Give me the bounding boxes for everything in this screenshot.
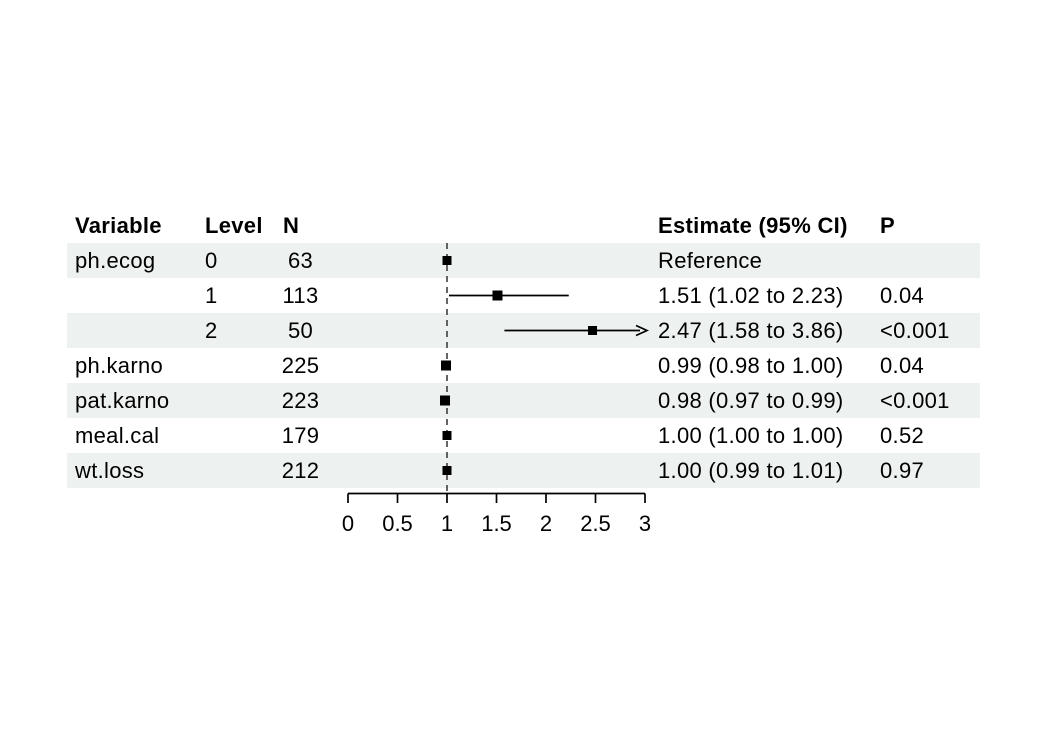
x-axis-tick-label: 0.5 bbox=[382, 511, 413, 536]
cell-p: 0.52 bbox=[880, 423, 925, 448]
cell-p: 0.04 bbox=[880, 353, 925, 378]
col-header-n: N bbox=[283, 213, 300, 238]
cell-variable: meal.cal bbox=[75, 423, 160, 448]
cell-variable: pat.karno bbox=[75, 388, 170, 413]
x-axis-tick-label: 1 bbox=[441, 511, 453, 536]
cell-n: 225 bbox=[281, 353, 320, 378]
cell-p: <0.001 bbox=[880, 318, 950, 343]
forest-table: Variable Level N Estimate (95% CI) P ph.… bbox=[67, 208, 980, 488]
cell-estimate: 0.99 (0.98 to 1.00) bbox=[658, 353, 844, 378]
cell-p: 0.97 bbox=[880, 458, 925, 483]
cell-level: 0 bbox=[205, 248, 218, 273]
cell-estimate: 2.47 (1.58 to 3.86) bbox=[658, 318, 844, 343]
table-header-row: Variable Level N Estimate (95% CI) P bbox=[67, 208, 980, 243]
cell-p: <0.001 bbox=[880, 388, 950, 413]
cell-n: 223 bbox=[281, 388, 320, 413]
cell-estimate: 1.00 (1.00 to 1.00) bbox=[658, 423, 844, 448]
cell-variable: wt.loss bbox=[75, 458, 145, 483]
cell-variable: ph.karno bbox=[75, 353, 164, 378]
cell-level: 1 bbox=[205, 283, 218, 308]
cell-estimate: 1.00 (0.99 to 1.01) bbox=[658, 458, 844, 483]
col-header-estimate: Estimate (95% CI) bbox=[658, 213, 848, 238]
col-header-p: P bbox=[880, 213, 895, 238]
cell-n: 212 bbox=[281, 458, 320, 483]
table-row: pat.karno 223 0.98 (0.97 to 0.99) <0.001 bbox=[67, 383, 980, 418]
cell-n: 63 bbox=[287, 248, 314, 273]
cell-variable: ph.ecog bbox=[75, 248, 156, 273]
x-axis-tick-label: 1.5 bbox=[481, 511, 512, 536]
cell-level: 2 bbox=[205, 318, 218, 343]
x-axis-tick-label: 0 bbox=[342, 511, 354, 536]
table-row: ph.karno 225 0.99 (0.98 to 1.00) 0.04 bbox=[67, 348, 980, 383]
x-axis-tick-label: 2 bbox=[540, 511, 552, 536]
cell-n: 179 bbox=[281, 423, 320, 448]
table-row: wt.loss 212 1.00 (0.99 to 1.01) 0.97 bbox=[67, 453, 980, 488]
cell-estimate: 0.98 (0.97 to 0.99) bbox=[658, 388, 844, 413]
table-row: 1 113 1.51 (1.02 to 2.23) 0.04 bbox=[67, 278, 980, 313]
cell-estimate: Reference bbox=[658, 248, 763, 273]
x-axis-tick-label: 3 bbox=[639, 511, 651, 536]
table-row: ph.ecog 0 63 Reference bbox=[67, 243, 980, 278]
col-header-level: Level bbox=[205, 213, 263, 238]
cell-n: 50 bbox=[287, 318, 314, 343]
table-row: 2 50 2.47 (1.58 to 3.86) <0.001 bbox=[67, 313, 980, 348]
table-row: meal.cal 179 1.00 (1.00 to 1.00) 0.52 bbox=[67, 418, 980, 453]
cell-n: 113 bbox=[282, 283, 319, 308]
col-header-variable: Variable bbox=[75, 213, 162, 238]
x-axis-tick-label: 2.5 bbox=[580, 511, 611, 536]
cell-estimate: 1.51 (1.02 to 2.23) bbox=[658, 283, 844, 308]
cell-p: 0.04 bbox=[880, 283, 925, 308]
